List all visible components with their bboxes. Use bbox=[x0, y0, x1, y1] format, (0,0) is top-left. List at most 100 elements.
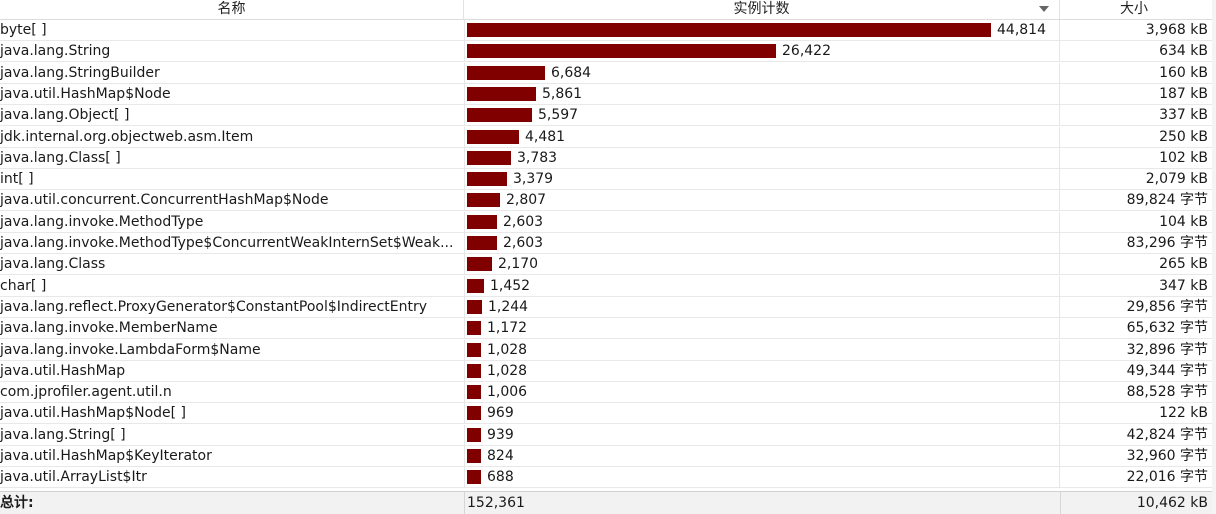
class-name-cell: char[ ] bbox=[0, 278, 47, 294]
instance-count-bar bbox=[467, 108, 532, 122]
size-cell: 49,344 字节 bbox=[1126, 363, 1208, 379]
class-name-cell: java.lang.invoke.MethodType$ConcurrentWe… bbox=[0, 235, 454, 251]
column-header-name[interactable]: 名称 bbox=[0, 0, 464, 19]
sort-descending-icon bbox=[1039, 6, 1049, 12]
class-name-cell: java.util.HashMap$Node bbox=[0, 86, 171, 102]
size-cell: 347 kB bbox=[1159, 278, 1208, 294]
table-row[interactable]: java.lang.Class[ ] 3,783 102 kB bbox=[0, 148, 1212, 169]
size-cell: 22,016 字节 bbox=[1126, 469, 1208, 485]
instance-count-bar bbox=[467, 406, 481, 420]
instance-count-bar bbox=[467, 66, 545, 80]
table-row[interactable]: java.lang.Object[ ] 5,597 337 kB bbox=[0, 105, 1212, 126]
instance-count-value: 1,452 bbox=[490, 278, 531, 294]
instance-count-bar bbox=[467, 385, 481, 399]
table-row[interactable]: byte[ ] 44,814 3,968 kB bbox=[0, 20, 1212, 41]
column-divider bbox=[464, 492, 465, 514]
table-row[interactable]: com.jprofiler.agent.util.n 1,006 88,528 字节 bbox=[0, 382, 1212, 403]
instance-count-value: 4,481 bbox=[525, 129, 566, 145]
size-cell: 29,856 字节 bbox=[1126, 299, 1208, 315]
table-row[interactable]: java.lang.String 26,422 634 kB bbox=[0, 41, 1212, 62]
column-header-size[interactable]: 大小 bbox=[1120, 1, 1148, 17]
table-row[interactable]: java.lang.invoke.MethodType 2,603 104 kB bbox=[0, 212, 1212, 233]
table-row[interactable]: jdk.internal.org.objectweb.asm.Item 4,481… bbox=[0, 127, 1212, 148]
table-row[interactable]: java.util.HashMap$Node 5,861 187 kB bbox=[0, 84, 1212, 105]
table-row[interactable]: java.lang.invoke.LambdaForm$Name 1,028 32,… bbox=[0, 340, 1212, 361]
instance-count-cell: 5,597 bbox=[464, 105, 1060, 125]
instance-count-bar bbox=[467, 279, 484, 293]
instance-count-value: 5,597 bbox=[538, 107, 579, 123]
table-row[interactable]: java.util.ArrayList$Itr 688 22,016 字节 bbox=[0, 467, 1212, 488]
instance-count-cell: 6,684 bbox=[464, 63, 1060, 83]
table-row[interactable]: java.util.HashMap 1,028 49,344 字节 bbox=[0, 361, 1212, 382]
class-name-cell: java.util.concurrent.ConcurrentHashMap$N… bbox=[0, 192, 329, 208]
instance-count-value: 6,684 bbox=[551, 65, 592, 81]
total-size: 10,462 kB bbox=[1136, 495, 1208, 511]
class-name-cell: java.lang.invoke.LambdaForm$Name bbox=[0, 342, 261, 358]
size-cell: 160 kB bbox=[1159, 65, 1208, 81]
instance-count-cell: 3,379 bbox=[464, 169, 1060, 189]
instance-count-value: 1,172 bbox=[487, 320, 528, 336]
instance-count-bar bbox=[467, 23, 991, 37]
table-row[interactable]: java.lang.invoke.MemberName 1,172 65,632 字… bbox=[0, 318, 1212, 339]
class-name-cell: com.jprofiler.agent.util.n bbox=[0, 384, 172, 400]
size-cell: 104 kB bbox=[1159, 214, 1208, 230]
size-cell: 89,824 字节 bbox=[1126, 192, 1208, 208]
instance-count-value: 939 bbox=[487, 427, 514, 443]
class-name-cell: java.lang.invoke.MethodType bbox=[0, 214, 204, 230]
instance-count-cell: 26,422 bbox=[464, 41, 1060, 61]
instance-count-cell: 688 bbox=[464, 467, 1060, 487]
class-name-cell: java.lang.Class bbox=[0, 256, 106, 272]
instance-count-value: 44,814 bbox=[997, 22, 1046, 38]
total-label: 总计: bbox=[0, 495, 34, 511]
table-row[interactable]: int[ ] 3,379 2,079 kB bbox=[0, 169, 1212, 190]
table-row[interactable]: java.util.concurrent.ConcurrentHashMap$N… bbox=[0, 190, 1212, 211]
instance-count-bar bbox=[467, 321, 481, 335]
instance-count-cell: 1,006 bbox=[464, 382, 1060, 402]
instance-count-bar bbox=[467, 193, 500, 207]
table-row[interactable]: char[ ] 1,452 347 kB bbox=[0, 276, 1212, 297]
table-row[interactable]: java.util.HashMap$Node[ ] 969 122 kB bbox=[0, 403, 1212, 424]
instance-count-value: 1,244 bbox=[488, 299, 529, 315]
instance-count-cell: 939 bbox=[464, 425, 1060, 445]
size-cell: 634 kB bbox=[1159, 43, 1208, 59]
table-row[interactable]: java.lang.Class 2,170 265 kB bbox=[0, 254, 1212, 275]
class-name-cell: java.util.ArrayList$Itr bbox=[0, 469, 147, 485]
class-name-cell: java.lang.Object[ ] bbox=[0, 107, 130, 123]
table-row[interactable]: java.lang.reflect.ProxyGenerator$Constan… bbox=[0, 297, 1212, 318]
instance-count-bar bbox=[467, 87, 536, 101]
instance-count-value: 688 bbox=[487, 469, 514, 485]
class-name-cell: int[ ] bbox=[0, 171, 34, 187]
instance-count-cell: 1,028 bbox=[464, 361, 1060, 381]
instance-count-value: 26,422 bbox=[782, 43, 831, 59]
table-row[interactable]: java.util.HashMap$KeyIterator 824 32,960 字… bbox=[0, 446, 1212, 467]
size-cell: 42,824 字节 bbox=[1126, 427, 1208, 443]
size-cell: 250 kB bbox=[1159, 129, 1208, 145]
size-cell: 187 kB bbox=[1159, 86, 1208, 102]
size-cell: 32,896 字节 bbox=[1126, 342, 1208, 358]
instance-count-cell: 5,861 bbox=[464, 84, 1060, 104]
instance-count-cell: 4,481 bbox=[464, 127, 1060, 147]
instance-count-cell: 1,452 bbox=[464, 276, 1060, 296]
size-cell: 337 kB bbox=[1159, 107, 1208, 123]
table-row[interactable]: java.lang.String[ ] 939 42,824 字节 bbox=[0, 425, 1212, 446]
instance-count-cell: 1,244 bbox=[464, 297, 1060, 317]
table-row[interactable]: java.lang.invoke.MethodType$ConcurrentWe… bbox=[0, 233, 1212, 254]
class-name-cell: java.lang.StringBuilder bbox=[0, 65, 160, 81]
column-divider bbox=[1060, 492, 1061, 514]
size-cell: 83,296 字节 bbox=[1126, 235, 1208, 251]
column-header-instance-count[interactable]: 实例计数 bbox=[464, 0, 1060, 19]
instance-count-bar bbox=[467, 172, 507, 186]
instance-count-cell: 2,603 bbox=[464, 233, 1060, 253]
totals-row: 总计: 152,361 10,462 kB bbox=[0, 491, 1212, 514]
instance-count-value: 1,028 bbox=[487, 342, 528, 358]
instance-count-cell: 1,028 bbox=[464, 340, 1060, 360]
column-header-instance-count-label: 实例计数 bbox=[733, 1, 790, 17]
vertical-scrollbar[interactable] bbox=[1212, 0, 1216, 514]
instance-count-value: 2,807 bbox=[506, 192, 547, 208]
table-row[interactable]: java.lang.StringBuilder 6,684 160 kB bbox=[0, 63, 1212, 84]
class-name-cell: java.lang.String[ ] bbox=[0, 427, 126, 443]
instance-count-bar bbox=[467, 449, 481, 463]
instance-count-bar bbox=[467, 257, 492, 271]
instance-count-value: 1,028 bbox=[487, 363, 528, 379]
instance-count-bar bbox=[467, 130, 519, 144]
